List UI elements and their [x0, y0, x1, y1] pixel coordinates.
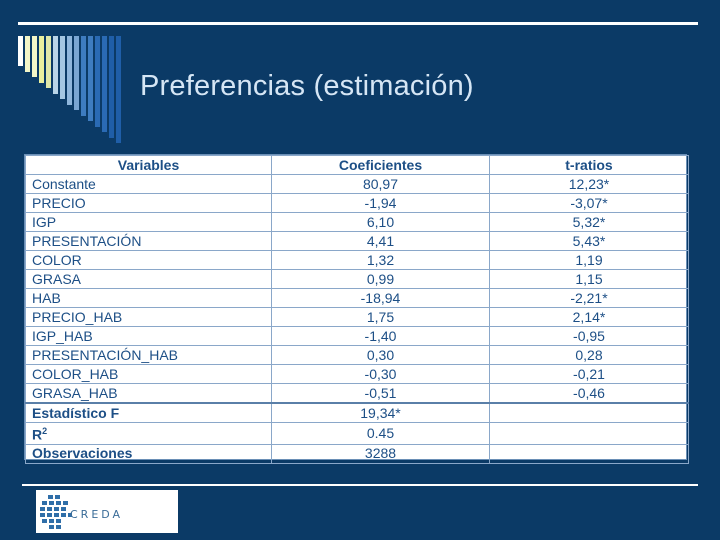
variable-cell: GRASA_HAB: [25, 383, 272, 404]
table-row: PRECIO -1,94 -3,07*: [25, 193, 689, 213]
stat-label-cell: Estadístico F: [25, 402, 272, 423]
coef-cell: 1,32: [271, 250, 490, 270]
variable-cell: COLOR: [25, 250, 272, 270]
stat-label: Estadístico F: [32, 404, 120, 421]
table-row: HAB -18,94 -2,21*: [25, 288, 689, 308]
t-ratio-cell: -0,21: [489, 364, 689, 384]
stat-label-cell: Observaciones: [25, 443, 272, 464]
t-ratio-cell: 1,15: [489, 269, 689, 289]
slide-title: Preferencias (estimación): [140, 70, 474, 102]
logo-text: CREDA: [70, 508, 124, 521]
stat-label-cell: R2: [25, 422, 272, 445]
decorative-bar: [32, 36, 37, 77]
table-row: COLOR 1,32 1,19: [25, 250, 689, 270]
table-row: PRECIO_HAB 1,75 2,14*: [25, 307, 689, 327]
coef-cell: -1,40: [271, 326, 490, 346]
coef-cell: 1,75: [271, 307, 490, 327]
stats-row: Estadístico F 19,34*: [25, 402, 689, 423]
stat-empty-cell: [489, 422, 689, 445]
t-ratio-cell: 0,28: [489, 345, 689, 365]
decorative-bar: [67, 36, 72, 105]
decorative-bar: [109, 36, 114, 138]
variable-cell: HAB: [25, 288, 272, 308]
decorative-bar: [46, 36, 51, 88]
decorative-bar: [95, 36, 100, 127]
coef-cell: -1,94: [271, 193, 490, 213]
creda-logo-icon: [40, 494, 72, 529]
variable-cell: PRECIO_HAB: [25, 307, 272, 327]
top-rule: [18, 22, 698, 25]
coef-cell: -0,51: [271, 383, 490, 404]
header-row: Variables Coeficientes t-ratios: [25, 155, 689, 175]
stat-empty-cell: [489, 402, 689, 423]
t-ratio-cell: 12,23*: [489, 174, 689, 194]
header-coeficientes: Coeficientes: [271, 155, 490, 175]
decorative-bar: [60, 36, 65, 99]
t-ratio-cell: -3,07*: [489, 193, 689, 213]
stat-empty-cell: [489, 443, 689, 464]
variable-cell: PRESENTACIÓN_HAB: [25, 345, 272, 365]
stats-row: R2 0.45: [25, 422, 689, 445]
decorative-bar: [18, 36, 23, 66]
table-row: IGP 6,10 5,32*: [25, 212, 689, 232]
t-ratio-cell: 5,43*: [489, 231, 689, 251]
decorative-bars: [18, 36, 122, 146]
stat-label: Observaciones: [32, 445, 133, 462]
variable-cell: IGP_HAB: [25, 326, 272, 346]
table-row: GRASA_HAB -0,51 -0,46: [25, 383, 689, 404]
t-ratio-cell: -0,95: [489, 326, 689, 346]
stat-value-cell: 0.45: [271, 422, 490, 445]
decorative-bar: [25, 36, 30, 72]
results-table: Variables Coeficientes t-ratios Constant…: [24, 154, 689, 464]
variable-cell: IGP: [25, 212, 272, 232]
t-ratio-cell: -2,21*: [489, 288, 689, 308]
table-row: PRESENTACIÓN_HAB 0,30 0,28: [25, 345, 689, 365]
table-row: PRESENTACIÓN 4,41 5,43*: [25, 231, 689, 251]
stats-row: Observaciones 3288: [25, 443, 689, 464]
variable-cell: GRASA: [25, 269, 272, 289]
coef-cell: -18,94: [271, 288, 490, 308]
coef-cell: 0,99: [271, 269, 490, 289]
stat-value-cell: 19,34*: [271, 402, 490, 423]
t-ratio-cell: -0,46: [489, 383, 689, 404]
decorative-bar: [39, 36, 44, 83]
decorative-bar: [81, 36, 86, 116]
stat-value-cell: 3288: [271, 443, 490, 464]
stat-label: R: [32, 426, 43, 443]
stat-label-superscript: 2: [42, 426, 48, 436]
header-t-ratios: t-ratios: [489, 155, 689, 175]
table-row: IGP_HAB -1,40 -0,95: [25, 326, 689, 346]
table-row: GRASA 0,99 1,15: [25, 269, 689, 289]
coef-cell: 80,97: [271, 174, 490, 194]
decorative-bar: [116, 36, 121, 143]
decorative-bar: [102, 36, 107, 132]
decorative-bar: [88, 36, 93, 121]
table-row: Constante 80,97 12,23*: [25, 174, 689, 194]
variable-cell: PRECIO: [25, 193, 272, 213]
table-row: COLOR_HAB -0,30 -0,21: [25, 364, 689, 384]
decorative-bar: [53, 36, 58, 94]
bottom-rule: [22, 484, 698, 486]
coef-cell: 4,41: [271, 231, 490, 251]
variable-cell: COLOR_HAB: [25, 364, 272, 384]
decorative-bar: [74, 36, 79, 110]
coef-cell: 0,30: [271, 345, 490, 365]
variable-cell: Constante: [25, 174, 272, 194]
variable-cell: PRESENTACIÓN: [25, 231, 272, 251]
coef-cell: -0,30: [271, 364, 490, 384]
t-ratio-cell: 5,32*: [489, 212, 689, 232]
t-ratio-cell: 1,19: [489, 250, 689, 270]
creda-logo: CREDA: [36, 490, 178, 533]
t-ratio-cell: 2,14*: [489, 307, 689, 327]
coef-cell: 6,10: [271, 212, 490, 232]
header-variables: Variables: [25, 155, 272, 175]
